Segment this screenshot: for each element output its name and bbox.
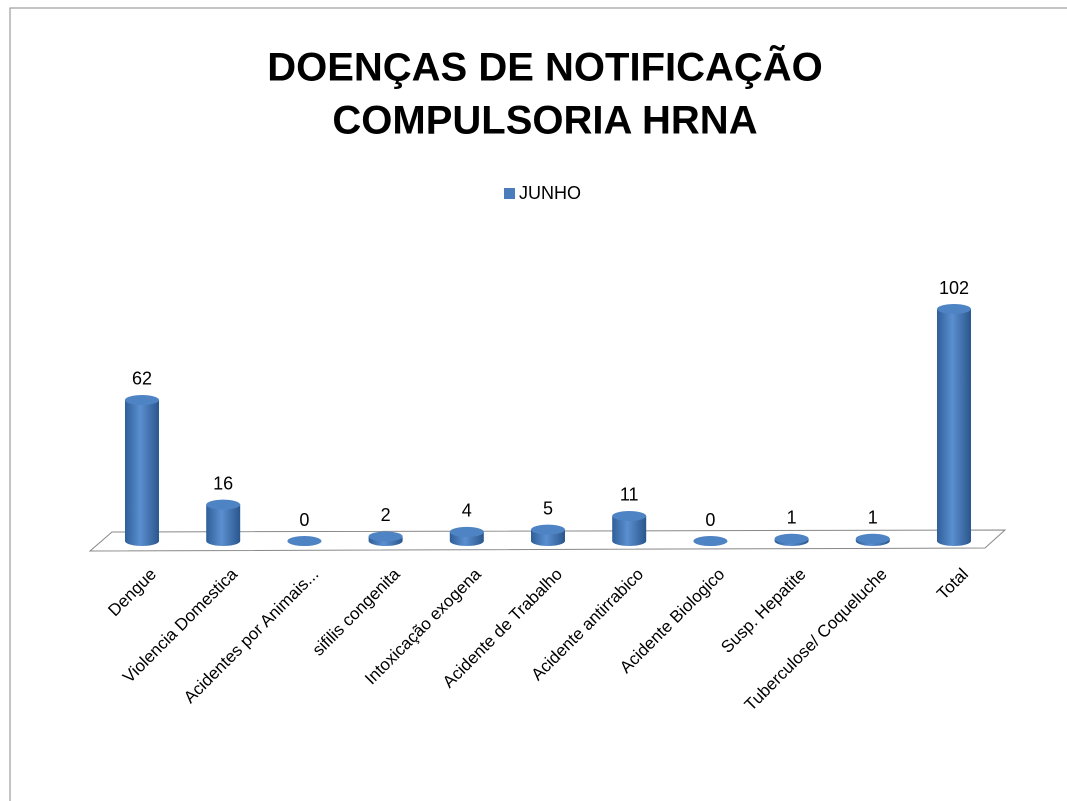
- bar: [937, 304, 971, 546]
- value-label: 62: [132, 369, 152, 389]
- bar: [449, 526, 484, 546]
- bar-body: [612, 515, 647, 546]
- x-tick-label: Dengue: [104, 565, 160, 621]
- bar: [774, 533, 809, 546]
- bar-top: [693, 536, 728, 546]
- bar-body: [937, 309, 971, 546]
- bar-body: [206, 504, 241, 546]
- value-label: 0: [705, 510, 715, 530]
- bar-top: [125, 394, 159, 405]
- bar: [287, 536, 322, 546]
- x-tick-label: Acidentes por Animais...: [180, 565, 322, 707]
- bar-top: [449, 526, 484, 537]
- value-label: 4: [462, 501, 472, 521]
- bar-top: [287, 536, 322, 546]
- value-label: 16: [213, 473, 233, 493]
- bar-top: [531, 524, 565, 535]
- value-label: 5: [543, 498, 553, 518]
- chart-title: COMPULSORIA HRNA: [332, 99, 757, 143]
- bar: [693, 536, 728, 546]
- chart-title: DOENÇAS DE NOTIFICAÇÃO: [267, 44, 823, 90]
- bar: [531, 524, 565, 546]
- x-tick-label: Tuberculose/ Coqueluche: [741, 565, 891, 715]
- value-label: 102: [939, 278, 969, 298]
- bar-body: [125, 399, 159, 546]
- bar-top: [855, 533, 890, 544]
- x-tick-label: Susp. Hepatite: [717, 565, 809, 657]
- chart-frame: [9, 7, 1067, 801]
- bar-top: [774, 533, 809, 544]
- value-label: 1: [868, 507, 878, 527]
- x-tick-label: Total: [933, 565, 972, 604]
- bar: [206, 499, 241, 546]
- bar: [368, 531, 403, 546]
- value-label: 1: [787, 507, 797, 527]
- bar-top: [206, 499, 241, 510]
- bar-top: [368, 531, 403, 542]
- value-label: 11: [620, 485, 639, 505]
- legend-swatch: [504, 188, 515, 199]
- bar-top: [612, 510, 647, 521]
- value-label: 0: [299, 510, 309, 530]
- bar: [125, 394, 159, 546]
- bar: [855, 533, 890, 546]
- value-label: 2: [381, 505, 391, 525]
- legend-label: JUNHO: [519, 183, 581, 203]
- bar-top: [937, 304, 971, 314]
- bar: [612, 510, 647, 546]
